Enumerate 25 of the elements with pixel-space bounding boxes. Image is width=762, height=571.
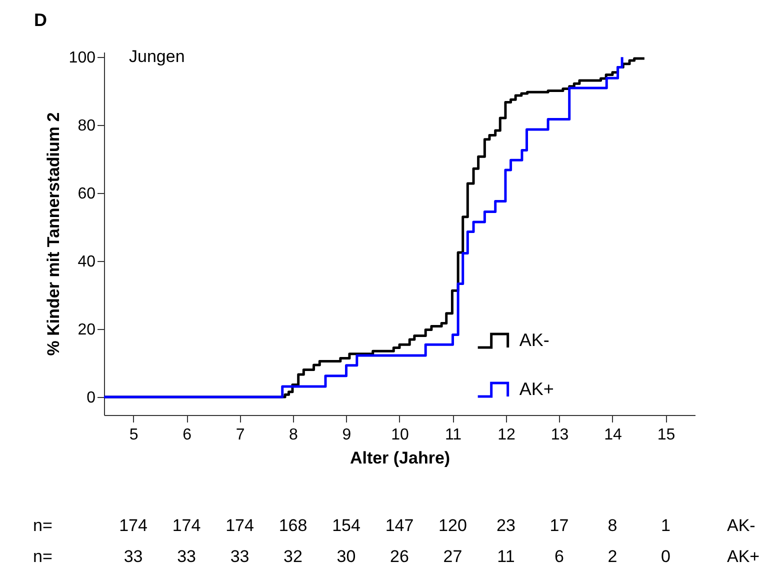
legend-label: AK+ (519, 378, 554, 399)
x-tick-label: 9 (342, 426, 352, 444)
text: n= 174 174 174 168 154 147 120 23 17 8 1 AK- (33, 516, 756, 535)
y-tick-label: 40 (78, 254, 96, 271)
x-tick-label: 10 (391, 426, 409, 444)
x-tick-label: 6 (182, 426, 192, 444)
y-tick-label: 100 (68, 50, 96, 67)
text: n= 33 33 33 32 30 26 27 11 6 2 0 AK+ (33, 547, 760, 566)
x-tick-label: 7 (236, 426, 245, 444)
x-tick-label: 5 (129, 426, 138, 444)
chart-title: D (34, 10, 47, 30)
x-axis-title: Alter (Jahre) (350, 448, 450, 468)
y-tick-label: 0 (86, 389, 96, 406)
x-tick-label: 12 (498, 426, 516, 444)
x-tick-label: 15 (657, 426, 676, 444)
y-tick-label: 20 (78, 322, 96, 339)
x-tick-label: 13 (550, 426, 569, 444)
x-tick-label: 8 (289, 426, 298, 444)
x-tick-label: 11 (444, 426, 462, 444)
y-tick-label: 60 (78, 186, 96, 203)
y-tick-label: 80 (78, 118, 96, 135)
y-axis-title: % Kinder mit Tannerstadium 2 (44, 112, 63, 356)
annotation: Jungen (129, 47, 185, 66)
x-tick-label: 14 (604, 426, 622, 444)
legend-label: AK- (519, 330, 550, 350)
